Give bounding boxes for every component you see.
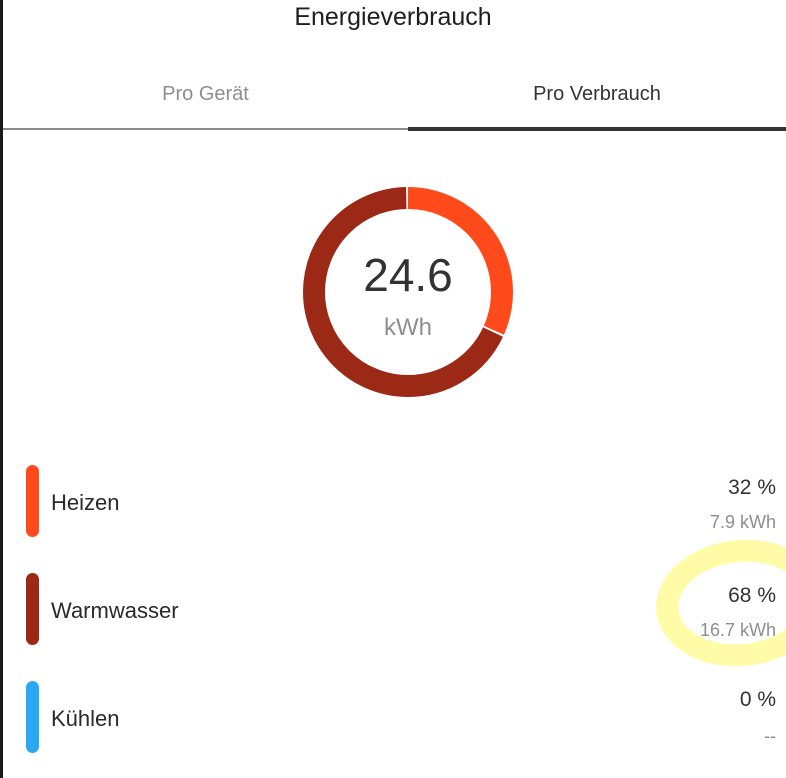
tab-pro-verbrauch[interactable]: Pro Verbrauch [408, 74, 786, 130]
category-label: Warmwasser [51, 598, 179, 623]
total-energy-value: 24.6 [363, 249, 453, 301]
category-row-heizen[interactable]: Heizen 32 % 7.9 kWh [0, 462, 786, 552]
category-percent: 0 % [739, 688, 776, 711]
category-percent: 68 % [728, 584, 776, 607]
category-label: Kühlen [51, 706, 120, 731]
color-indicator [26, 681, 39, 753]
tab-label: Pro Verbrauch [533, 83, 661, 105]
category-row-warmwasser[interactable]: Warmwasser 68 % 16.7 kWh [0, 570, 786, 660]
color-indicator [26, 465, 39, 537]
category-energy: -- [764, 726, 776, 746]
window-edge [0, 0, 3, 778]
color-indicator [26, 573, 39, 645]
donut-segment-heizen [303, 187, 513, 397]
tab-label: Pro Gerät [162, 83, 249, 105]
donut-svg [303, 187, 513, 397]
category-energy: 7.9 kWh [709, 512, 776, 532]
tab-underline [3, 128, 408, 130]
total-energy-unit: kWh [384, 314, 432, 341]
category-row-kuehlen[interactable]: Kühlen 0 % -- [0, 678, 786, 768]
category-label: Heizen [51, 490, 120, 515]
category-energy: 16.7 kWh [699, 620, 776, 640]
tab-pro-geraet[interactable]: Pro Gerät [3, 74, 408, 130]
tab-bar: Pro Gerät Pro Verbrauch [3, 74, 786, 131]
category-percent: 32 % [728, 476, 776, 499]
donut-segment-warmwasser [303, 187, 513, 397]
page-title: Energieverbrauch [294, 3, 492, 31]
energy-donut-chart: 24.6 kWh [300, 184, 516, 400]
active-tab-indicator [408, 127, 786, 131]
